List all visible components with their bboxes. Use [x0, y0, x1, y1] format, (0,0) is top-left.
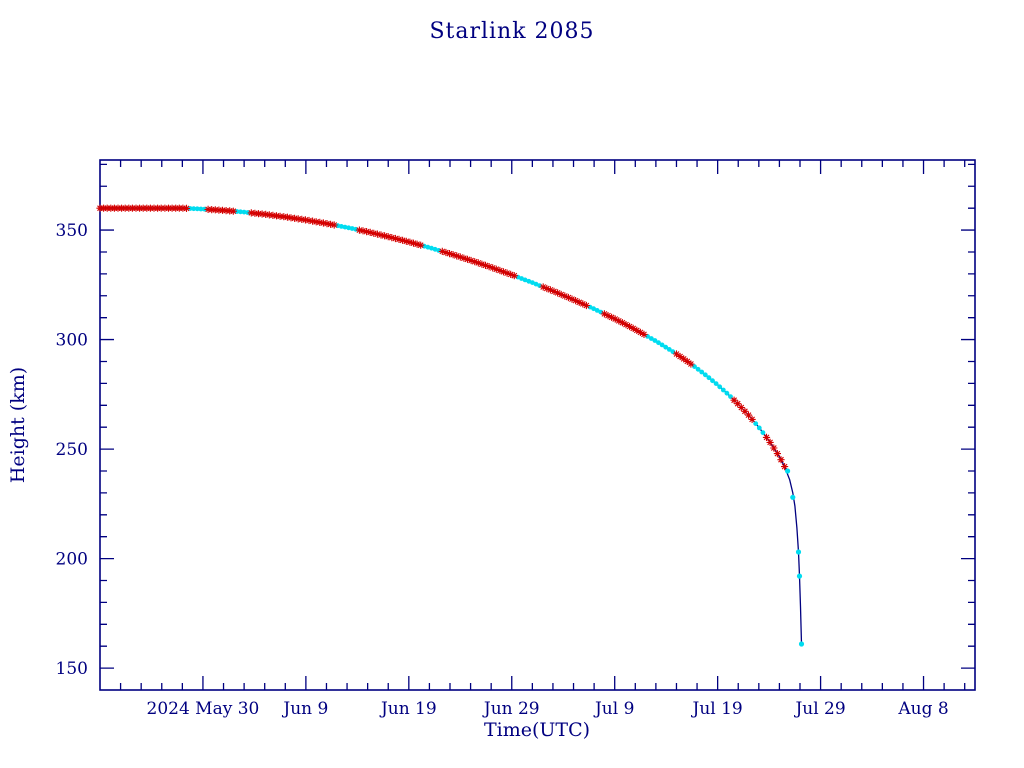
cyan-track-marker	[724, 390, 730, 396]
y-axis-label: Height (km)	[7, 367, 29, 483]
cyan-reentry-marker	[790, 494, 796, 500]
cyan-track-marker	[666, 347, 672, 352]
cyan-reentry-marker	[785, 468, 791, 474]
cyan-track-marker	[194, 206, 200, 212]
cyan-track-marker	[346, 225, 351, 231]
x-tick-label: Jul 19	[691, 699, 743, 719]
x-tick-label: Jun 9	[281, 699, 328, 719]
cyan-track-marker	[519, 276, 524, 281]
cyan-track-marker	[591, 306, 596, 312]
cyan-reentry-marker	[795, 549, 802, 555]
cyan-track-marker	[198, 206, 204, 212]
cyan-track-marker	[530, 280, 535, 285]
cyan-track-marker	[670, 349, 676, 355]
y-tick-label: 300	[56, 331, 88, 351]
cyan-track-marker	[760, 430, 766, 435]
cyan-track-marker	[659, 342, 665, 348]
x-tick-label: Jul 9	[593, 699, 634, 719]
cyan-track-marker	[241, 209, 247, 215]
cyan-track-marker	[713, 381, 719, 386]
x-tick-label: 2024 May 30	[147, 699, 260, 719]
cyan-track-marker	[753, 421, 759, 426]
axes-frame	[99, 159, 976, 691]
cyan-track-marker	[663, 344, 669, 350]
x-tick-label: Jun 29	[482, 699, 540, 719]
cyan-track-marker	[717, 384, 723, 390]
cyan-track-marker	[522, 277, 528, 283]
cyan-track-marker	[720, 387, 726, 393]
cyan-track-marker	[191, 206, 197, 212]
cyan-track-marker	[533, 281, 539, 287]
cyan-track-marker	[349, 226, 355, 231]
x-tick-label: Aug 8	[897, 699, 948, 719]
cyan-track-marker	[429, 245, 434, 251]
x-axis-label: Time(UTC)	[484, 719, 590, 741]
cyan-track-marker	[432, 246, 438, 252]
x-tick-label: Jul 29	[793, 699, 845, 719]
red-asterisk-markers	[96, 204, 789, 471]
y-tick-label: 250	[56, 440, 88, 460]
cyan-track-marker	[342, 224, 348, 230]
cyan-track-marker	[706, 375, 712, 381]
y-tick-label: 350	[56, 221, 88, 241]
x-tick-label: Jun 19	[379, 699, 437, 719]
y-tick-label: 200	[56, 550, 88, 570]
cyan-track-marker	[238, 209, 243, 215]
cyan-track-marker	[710, 378, 715, 384]
cyan-track-marker	[702, 372, 708, 378]
cyan-reentry-marker	[796, 573, 803, 579]
cyan-track-marker	[594, 308, 600, 313]
cyan-track-marker	[648, 336, 654, 341]
y-tick-label: 150	[56, 659, 88, 679]
cyan-track-marker	[695, 366, 701, 372]
plot-area: 2024 May 30 Jun 9 Jun 19 Jun 29 Jul 9 Jul 19 J…	[56, 159, 976, 719]
cyan-track-marker	[756, 425, 762, 431]
cyan-track-marker	[656, 340, 661, 346]
cyan-track-marker	[652, 338, 658, 343]
cyan-track-marker	[526, 278, 532, 284]
cyan-track-marker	[339, 224, 344, 229]
cyan-track-marker	[699, 369, 705, 375]
chart-title: Starlink 2085	[429, 19, 594, 44]
cyan-track-marker	[425, 244, 431, 250]
cyan-track-marker	[645, 334, 650, 339]
cyan-track-marker	[598, 309, 604, 315]
cyan-reentry-marker	[798, 641, 805, 647]
cyan-track-marker	[692, 364, 697, 369]
axis-ticks	[100, 160, 975, 690]
decay-curve	[100, 207, 803, 645]
